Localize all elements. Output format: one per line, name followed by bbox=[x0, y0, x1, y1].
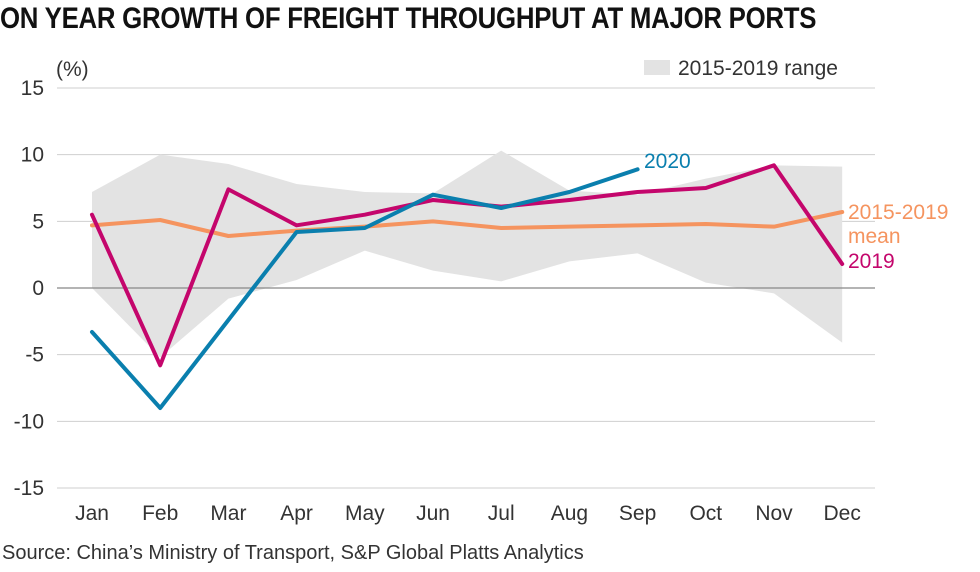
series-line-2020 bbox=[90, 167, 640, 410]
x-tick-label: Sep bbox=[619, 502, 656, 525]
y-tick-label: 15 bbox=[21, 77, 44, 100]
x-tick-label: Nov bbox=[755, 502, 793, 525]
x-tick-label: Apr bbox=[280, 502, 313, 525]
y-tick-label: -5 bbox=[25, 344, 44, 367]
y-tick-label: -15 bbox=[14, 477, 44, 500]
x-tick-label: Jan bbox=[75, 502, 109, 525]
source-note: Source: China’s Ministry of Transport, S… bbox=[2, 542, 584, 564]
range-band-area bbox=[92, 150, 843, 358]
x-tick-label: Jul bbox=[488, 502, 515, 525]
x-tick-label: Aug bbox=[551, 502, 588, 525]
series-lines bbox=[90, 163, 845, 410]
y-tick-label: 10 bbox=[21, 144, 44, 167]
x-tick-label: Mar bbox=[210, 502, 246, 525]
mean-label-line2: mean bbox=[848, 225, 901, 248]
legend-swatch bbox=[644, 60, 670, 75]
x-tick-label: Feb bbox=[142, 502, 178, 525]
y-tick-label: 0 bbox=[32, 277, 44, 300]
label-2019: 2019 bbox=[848, 250, 895, 273]
x-tick-label: Oct bbox=[689, 502, 722, 525]
chart-title: ON YEAR GROWTH OF FREIGHT THROUGHPUT AT … bbox=[0, 2, 817, 35]
series-line-2015-2019-mean bbox=[90, 210, 845, 238]
x-tick-label: Jun bbox=[416, 502, 450, 525]
labels: 15 10 5 0 -5 -10 -15 (%) Jan Feb Mar Apr May Jun Jul Au… bbox=[14, 58, 949, 525]
range-band bbox=[92, 150, 843, 358]
legend: 2015-2019 range bbox=[644, 57, 838, 80]
y-tick-label: -10 bbox=[14, 410, 44, 433]
mean-label-line1: 2015-2019 bbox=[848, 201, 948, 224]
x-tick-label: Dec bbox=[824, 502, 861, 525]
y-axis-label: (%) bbox=[56, 58, 89, 81]
x-tick-label: May bbox=[345, 502, 385, 525]
legend-label: 2015-2019 range bbox=[678, 57, 838, 80]
y-tick-label: 5 bbox=[32, 210, 44, 233]
label-2020: 2020 bbox=[644, 150, 691, 173]
